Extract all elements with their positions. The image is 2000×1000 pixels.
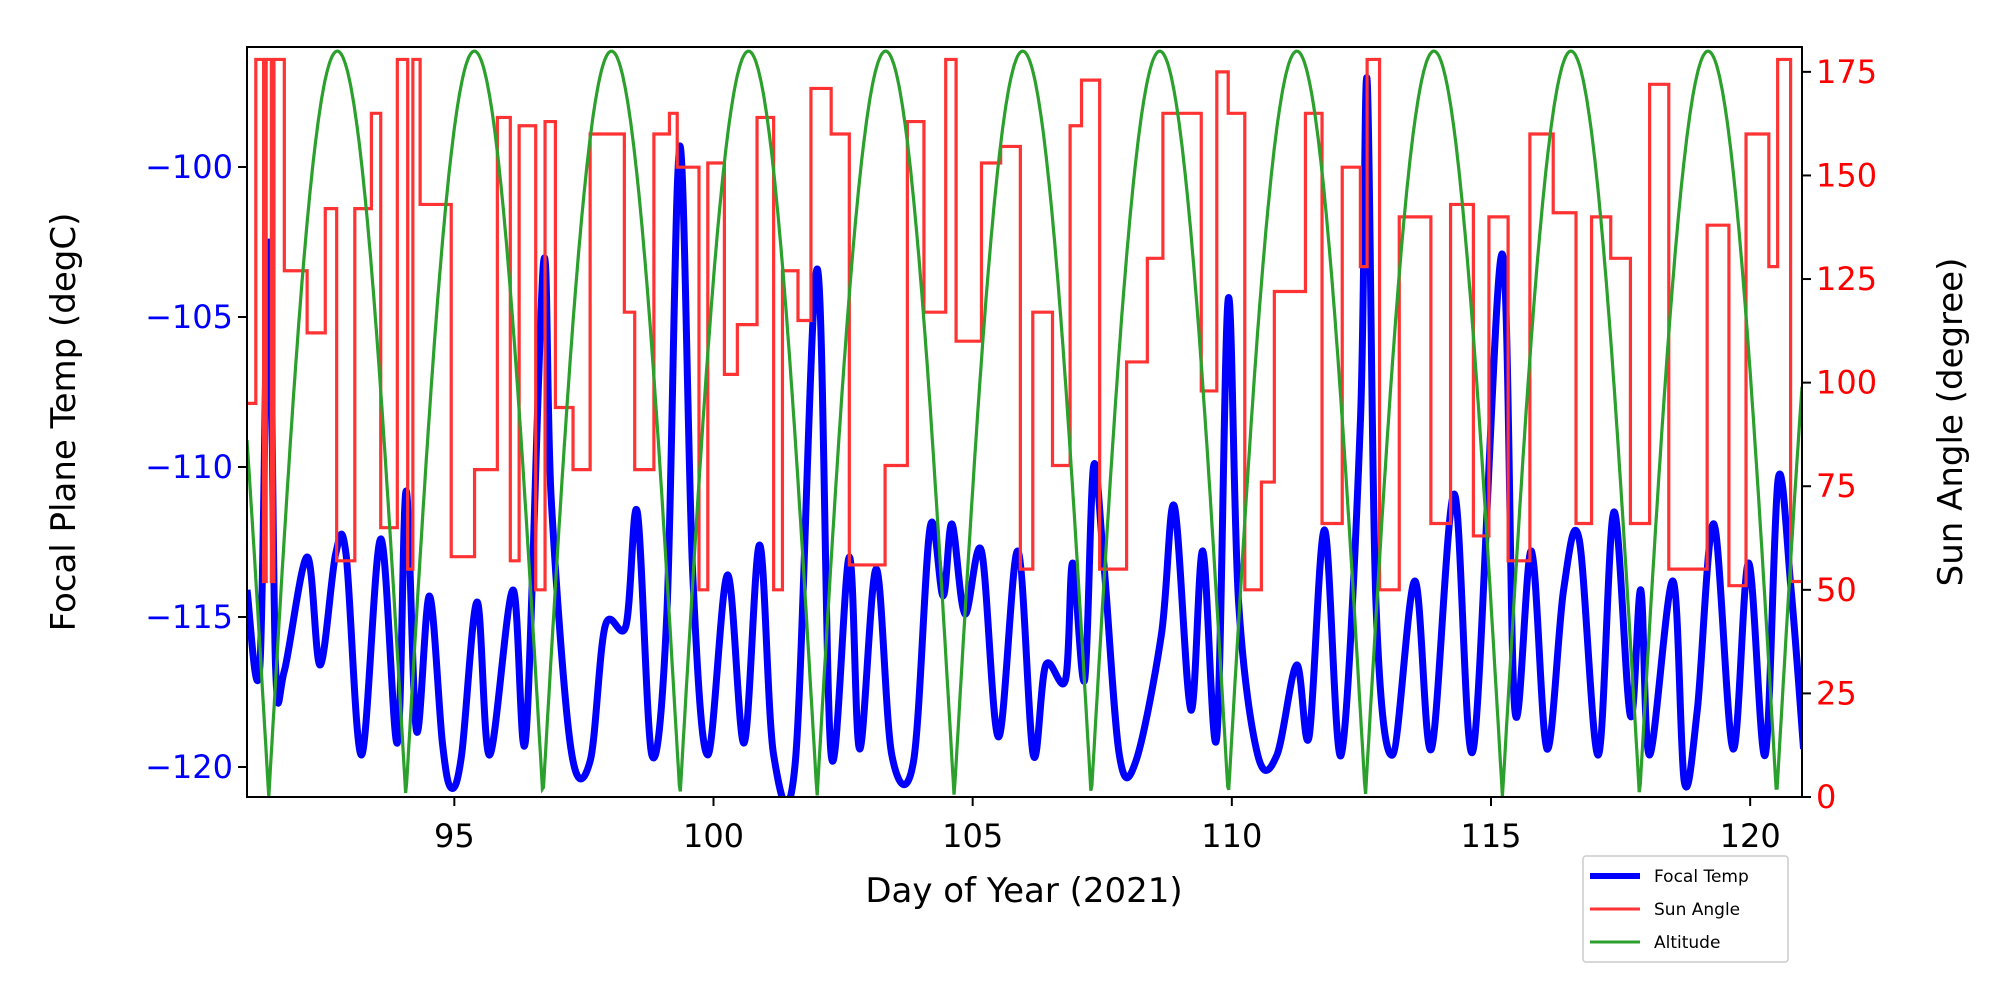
- legend-label-altitude: Altitude: [1654, 933, 1720, 953]
- x-tick-label: 120: [1720, 817, 1781, 855]
- right-tick-label: 150: [1816, 156, 1877, 194]
- x-tick-label: 105: [942, 817, 1003, 855]
- x-tick-label: 110: [1201, 817, 1262, 855]
- legend-label-focal: Focal Temp: [1654, 867, 1749, 887]
- series-focal-temp: [247, 74, 1802, 797]
- x-tick-label: 115: [1460, 817, 1521, 855]
- legend-box: [1582, 855, 1789, 963]
- legend-label-sun: Sun Angle: [1654, 900, 1740, 920]
- right-tick-label: 25: [1816, 674, 1857, 712]
- right-tick-label: 75: [1816, 467, 1857, 505]
- legend: Focal Temp Sun Angle Altitude: [1582, 855, 1789, 963]
- right-axis-label: Sun Angle (degree): [1931, 258, 1971, 587]
- right-tick-label: 125: [1816, 260, 1877, 298]
- series-altitude: [247, 49, 1802, 797]
- left-axis-label: Focal Plane Temp (degC): [44, 213, 84, 632]
- right-tick-label: 175: [1816, 53, 1877, 91]
- left-tick-label: −105: [145, 298, 233, 336]
- x-tick-label: 95: [434, 817, 475, 855]
- right-tick-label: 50: [1816, 571, 1857, 609]
- left-tick-label: −115: [145, 598, 233, 636]
- left-tick-label: −100: [145, 148, 233, 186]
- left-tick-label: −110: [145, 448, 233, 486]
- plot-frame: [246, 46, 1803, 798]
- right-tick-label: 0: [1816, 778, 1836, 816]
- left-tick-label: −120: [145, 748, 233, 786]
- right-tick-label: 100: [1816, 364, 1877, 402]
- x-axis-label: Day of Year (2021): [865, 871, 1182, 911]
- series-sun-angle: [247, 57, 1802, 592]
- x-tick-label: 100: [683, 817, 744, 855]
